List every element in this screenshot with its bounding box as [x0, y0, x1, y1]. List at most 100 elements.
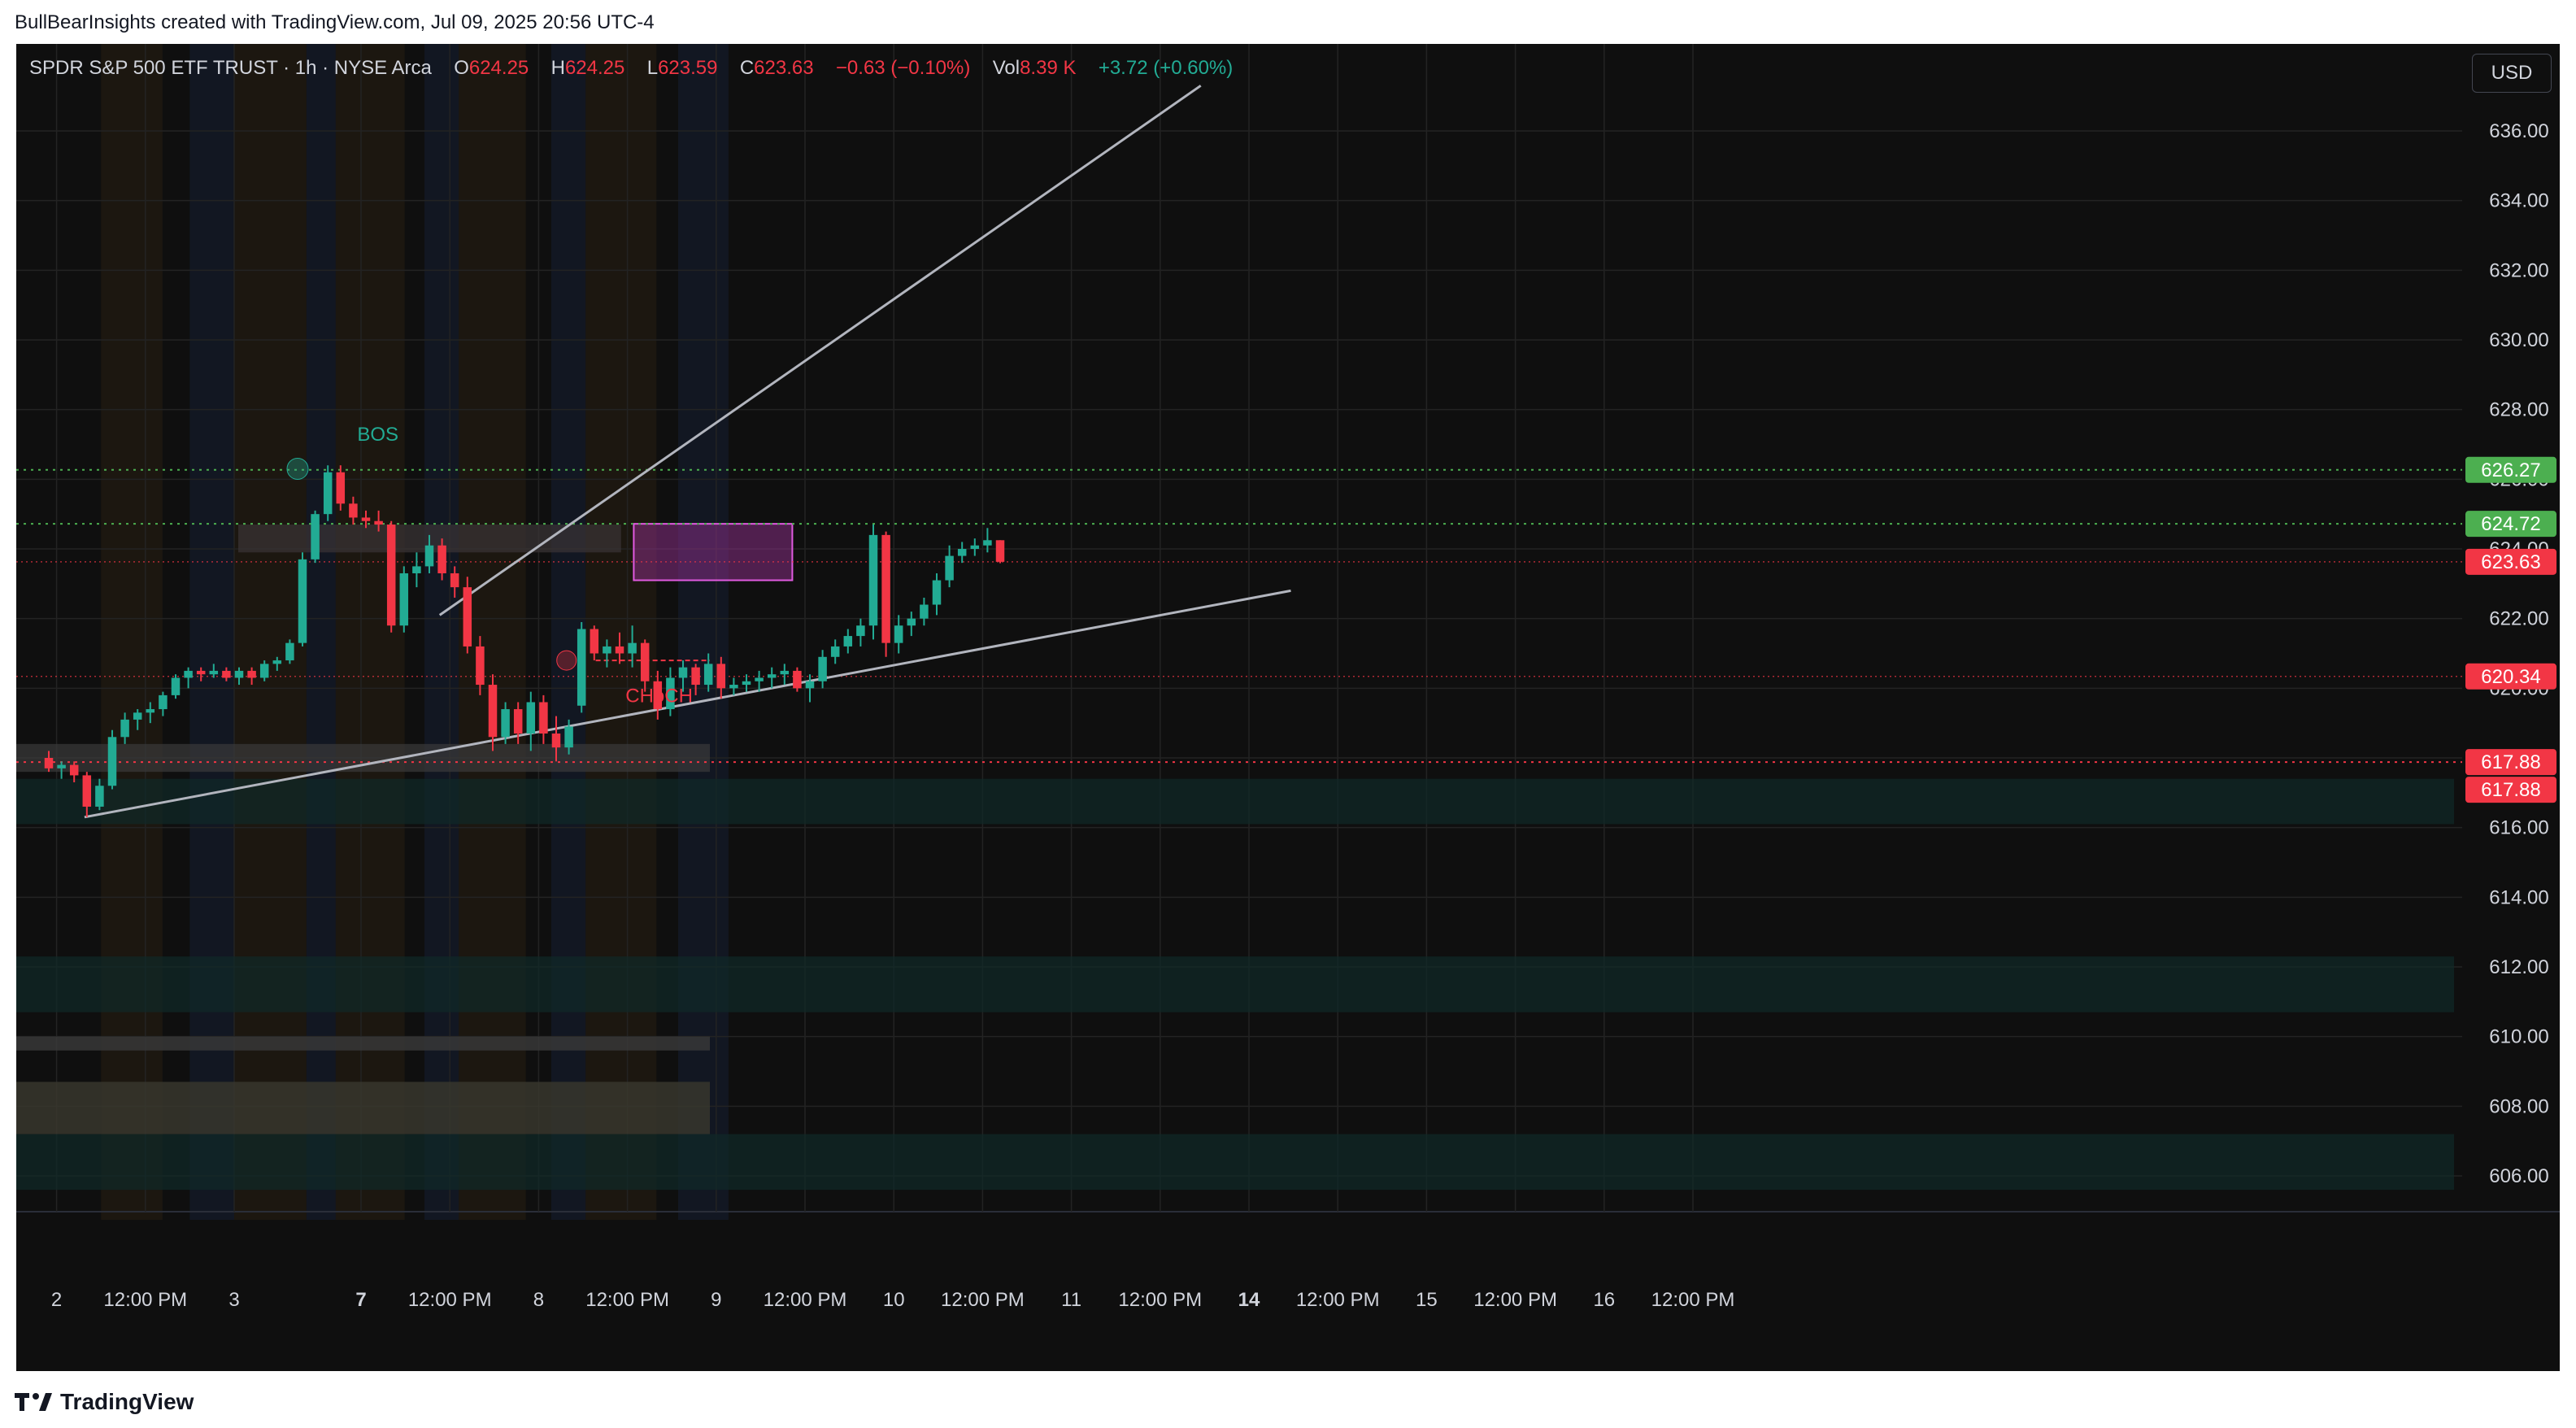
annotation-choch: CHoCH [625, 685, 693, 707]
time-tick-label: 12:00 PM [585, 1289, 669, 1311]
candle-body [247, 670, 256, 678]
time-tick-label: 11 [1061, 1289, 1081, 1311]
candle-body [476, 646, 485, 686]
price-tick-label: 610.00 [2489, 1026, 2548, 1048]
price-zone [16, 1036, 710, 1051]
candle-body [298, 559, 307, 643]
candle-body [666, 677, 675, 710]
candle-body [628, 642, 637, 654]
candle-body [184, 670, 193, 678]
session-band [678, 44, 729, 1220]
candle-body [526, 702, 536, 734]
time-tick-label: 12:00 PM [1118, 1289, 1202, 1311]
time-tick-label: 16 [1593, 1289, 1615, 1311]
trendline-lower-support [84, 589, 1291, 819]
candle-body [450, 573, 459, 588]
tradingview-logo-icon [15, 1393, 52, 1411]
time-tick-label: 12:00 PM [103, 1289, 187, 1311]
chart-area[interactable]: 606.00608.00610.00612.00614.00616.00618.… [16, 44, 2560, 1371]
candle-body [412, 566, 421, 573]
low-label: L [646, 57, 659, 79]
candle-body [957, 549, 967, 556]
price-tick-label: 608.00 [2489, 1095, 2548, 1117]
candle-body [793, 670, 802, 689]
open-value: 624.25 [468, 57, 529, 79]
candle-body [818, 656, 827, 681]
candle-body [856, 625, 865, 637]
price-tag [2465, 777, 2556, 803]
candle-body [995, 540, 1005, 562]
session-band [335, 44, 405, 1220]
candle-body [285, 642, 294, 661]
price-zone [16, 778, 2454, 825]
currency-button[interactable]: USD [2472, 54, 2552, 93]
price-tag-label: 624.72 [2481, 513, 2540, 535]
candle-body [133, 712, 142, 720]
time-tick-label: 12:00 PM [1651, 1289, 1735, 1311]
time-tick-label: 12:00 PM [1473, 1289, 1557, 1311]
time-tick-label: 12:00 PM [764, 1289, 847, 1311]
price-tag [2465, 749, 2556, 776]
candle-body [678, 667, 688, 678]
candle-body [463, 587, 472, 647]
price-zone [16, 1082, 710, 1134]
choch-marker [556, 650, 577, 671]
candle-body [805, 681, 815, 689]
attribution-header: BullBearInsights created with TradingVie… [15, 11, 655, 33]
candle-body [399, 573, 409, 626]
price-tick-label: 616.00 [2489, 817, 2548, 839]
candle-body [932, 580, 942, 605]
open-label: O [454, 57, 469, 79]
volume-value: 8.39 K [1020, 57, 1077, 79]
candle-body [349, 503, 358, 518]
candle-body [970, 545, 980, 549]
time-tick-label: 3 [228, 1289, 239, 1311]
candle-body [259, 664, 269, 678]
symbol-name[interactable]: SPDR S&P 500 ETF TRUST · 1h · NYSE Arca [29, 57, 432, 79]
candle-body [564, 726, 573, 748]
candlestick-chart[interactable]: 606.00608.00610.00612.00614.00616.00618.… [16, 44, 2560, 1371]
time-tick-label: 14 [1238, 1289, 1260, 1311]
price-tag-label: 626.27 [2481, 459, 2540, 481]
session-band [234, 44, 309, 1220]
high-label: H [550, 57, 565, 79]
time-tick-label: 2 [51, 1289, 62, 1311]
candle-body [653, 681, 663, 710]
candle-body [488, 685, 498, 738]
time-tick-label: 9 [711, 1289, 721, 1311]
candle-body [386, 525, 396, 626]
candle-body [513, 709, 523, 734]
candle-body [44, 758, 54, 768]
candle-body [907, 618, 916, 626]
candle-body [843, 636, 853, 647]
price-zone [16, 1134, 2454, 1191]
candle-body [336, 472, 346, 504]
annotation-bos: BOS [357, 424, 398, 446]
low-value: 623.59 [658, 57, 718, 79]
candle-body [272, 660, 282, 664]
candle-body [222, 670, 231, 678]
candle-body [323, 472, 333, 515]
candle-body [209, 670, 219, 675]
time-tick-label: 15 [1416, 1289, 1438, 1311]
candle-body [82, 775, 92, 807]
price-tag [2465, 548, 2556, 575]
time-tick-label: 10 [883, 1289, 905, 1311]
price-tag [2465, 511, 2556, 538]
candle-body [894, 625, 903, 643]
candle-body [755, 677, 764, 681]
candle-body [703, 664, 713, 686]
candle-body [95, 786, 104, 807]
ohlc-legend: SPDR S&P 500 ETF TRUST · 1h · NYSE Arca … [29, 57, 1233, 80]
footer-logo[interactable]: TradingView [15, 1386, 194, 1418]
candle-body [830, 646, 840, 657]
candle-body [716, 664, 726, 689]
candle-body [234, 670, 244, 678]
candle-body [159, 694, 168, 710]
close-value: 623.63 [754, 57, 814, 79]
candle-body [881, 534, 890, 643]
candle-body [551, 734, 561, 748]
price-tick-label: 612.00 [2489, 956, 2548, 978]
price-tick-label: 614.00 [2489, 886, 2548, 908]
candle-body [603, 646, 611, 654]
